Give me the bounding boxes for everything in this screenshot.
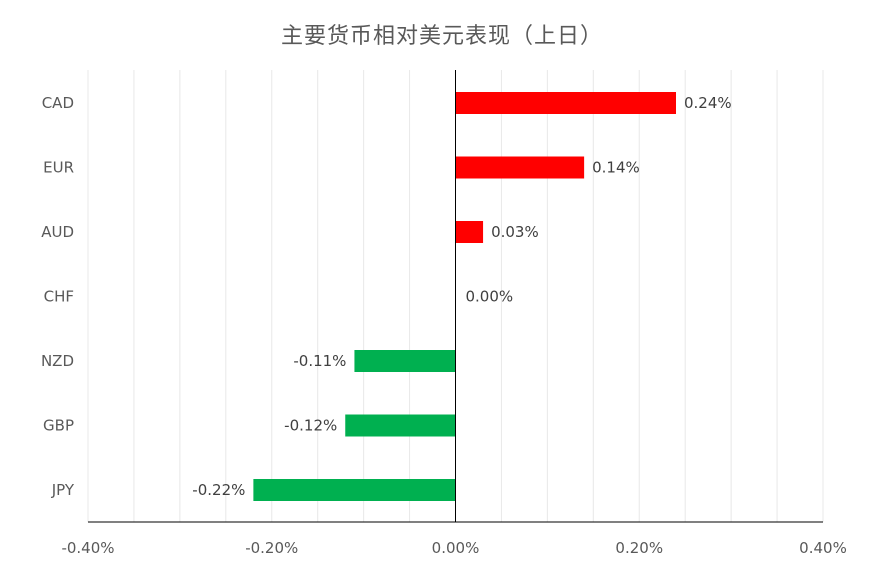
data-label: -0.22% <box>192 481 245 499</box>
chart-title: 主要货币相对美元表现（上日） <box>280 24 603 49</box>
bar-aud <box>455 221 484 243</box>
bar-cad <box>455 92 676 114</box>
bar-eur <box>455 156 585 179</box>
x-tick-label: -0.20% <box>245 539 298 557</box>
bar-gbp <box>345 414 456 437</box>
labels: CAD 0.24% EUR 0.14% AUD 0.03% CHF 0.00% NZD -0.11… <box>41 94 847 557</box>
bar-nzd <box>354 350 456 372</box>
axes <box>88 70 823 523</box>
data-label: -0.12% <box>284 417 337 435</box>
category-label: NZD <box>41 352 74 370</box>
data-label: -0.11% <box>293 352 346 370</box>
x-tick-label: 0.20% <box>615 539 663 557</box>
category-label: GBP <box>43 417 74 435</box>
x-tick-label: 0.00% <box>432 539 480 557</box>
data-label: 0.24% <box>684 94 732 112</box>
category-label: CHF <box>44 288 74 306</box>
category-label: AUD <box>41 223 74 241</box>
data-label: 0.00% <box>466 288 514 306</box>
category-label: CAD <box>42 94 74 112</box>
category-label: JPY <box>51 481 75 499</box>
data-label: 0.14% <box>592 159 640 177</box>
data-label: 0.03% <box>491 223 539 241</box>
category-label: EUR <box>43 159 74 177</box>
bar-jpy <box>253 479 456 501</box>
x-tick-label: -0.40% <box>61 539 114 557</box>
x-tick-label: 0.40% <box>799 539 847 557</box>
bars <box>253 92 676 501</box>
